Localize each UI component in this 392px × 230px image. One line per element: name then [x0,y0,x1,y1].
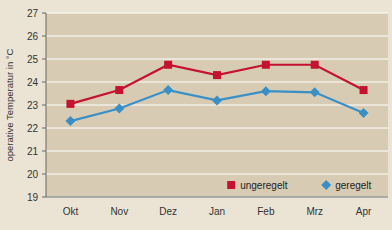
data-point [164,61,172,69]
y-tick [42,105,46,106]
data-point [115,86,123,94]
chart-container: 19 20 21 22 23 24 25 26 27 Okt Nov Dez Jan Feb Mrz Apr o… [0,0,392,230]
y-tick [42,128,46,129]
y-tick-label: 26 [27,31,39,42]
y-axis-label: operative Temperatur in °C [4,48,15,161]
series-line [70,90,363,121]
data-point [114,103,124,113]
data-point [262,61,270,69]
grid-line [46,151,388,152]
x-tick-label: Feb [257,206,275,217]
y-tick [42,174,46,175]
y-tick [42,36,46,37]
legend-label: geregelt [335,180,371,191]
chart-svg: 19 20 21 22 23 24 25 26 27 Okt Nov Dez Jan Feb Mrz Apr o… [0,0,392,230]
data-point [261,86,271,96]
data-point [163,85,173,95]
y-tick-label: 25 [27,54,39,65]
x-tick-label: Mrz [306,206,323,217]
y-tick [42,151,46,152]
data-point [212,95,222,105]
grid-line [46,174,388,175]
data-point [65,116,75,126]
y-tick [42,59,46,60]
data-point [213,71,221,79]
x-tick-label: Dez [159,206,177,217]
y-tick [42,13,46,14]
legend-label: ungeregelt [240,180,287,191]
y-tick-label: 22 [27,123,39,134]
y-tick-label: 23 [27,100,39,111]
data-point [310,87,320,97]
x-tick-label: Jan [209,206,225,217]
data-point [360,86,368,94]
y-tick-label: 21 [27,146,39,157]
y-tick-label: 27 [27,8,39,19]
legend-marker [321,180,331,190]
y-tick-label: 19 [27,192,39,203]
grid-line [46,128,388,129]
y-tick [42,82,46,83]
y-tick-label: 20 [27,169,39,180]
grid-line [46,59,388,60]
x-tick-label: Nov [110,206,128,217]
grid-line [46,36,388,37]
plot-area [46,13,388,197]
x-tick-label: Apr [356,206,372,217]
data-point [66,100,74,108]
legend-marker [227,181,235,189]
x-axis [46,197,388,198]
legend: ungeregelt geregelt [227,180,371,191]
y-axis [46,13,47,197]
grid-line [46,82,388,83]
x-tick-label: Okt [63,206,79,217]
y-tick-label: 24 [27,77,39,88]
data-point [359,108,369,118]
y-tick [42,197,46,198]
grid-line [46,13,388,14]
data-point [311,61,319,69]
grid-line [46,197,388,198]
background [0,0,392,230]
data-layer [65,61,368,126]
